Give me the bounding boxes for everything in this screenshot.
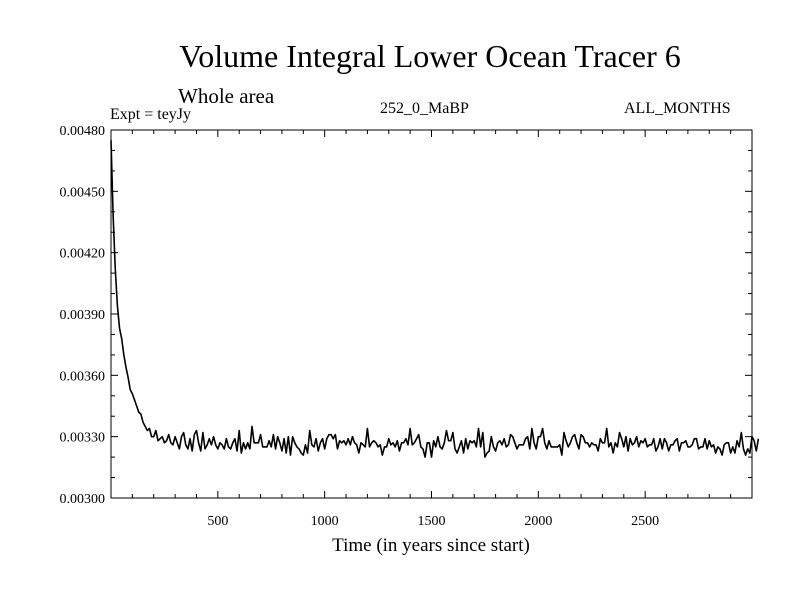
experiment-label: Expt = teyJy [110, 106, 192, 123]
x-axis: 500 1000 1500 2000 2500 [131, 130, 732, 529]
x-tick-label: 500 [207, 514, 228, 529]
y-tick-label: 0.00360 [60, 369, 106, 384]
series-line [110, 140, 760, 458]
y-tick-label: 0.00390 [60, 308, 106, 323]
months-label: ALL_MONTHS [624, 100, 731, 117]
x-axis-title: Time (in years since start) [332, 535, 530, 556]
x-tick-label: 2000 [524, 514, 552, 529]
y-tick-label: 0.00420 [60, 247, 106, 262]
x-tick-label: 2500 [631, 514, 659, 529]
x-tick-label: 1000 [311, 514, 339, 529]
y-axis: 0.00300 0.00330 0.00360 0.00390 0.00420 0.004… [60, 124, 752, 507]
chart-title: Volume Integral Lower Ocean Tracer 6 [179, 38, 681, 74]
y-tick-label: 0.00300 [60, 492, 106, 507]
x-tick-label: 1500 [418, 514, 446, 529]
period-label: 252_0_MaBP [380, 100, 469, 117]
y-tick-label: 0.00330 [60, 431, 106, 446]
y-tick-label: 0.00480 [60, 124, 106, 139]
y-tick-label: 0.00450 [60, 185, 106, 200]
chart-subtitle: Whole area [178, 84, 275, 108]
